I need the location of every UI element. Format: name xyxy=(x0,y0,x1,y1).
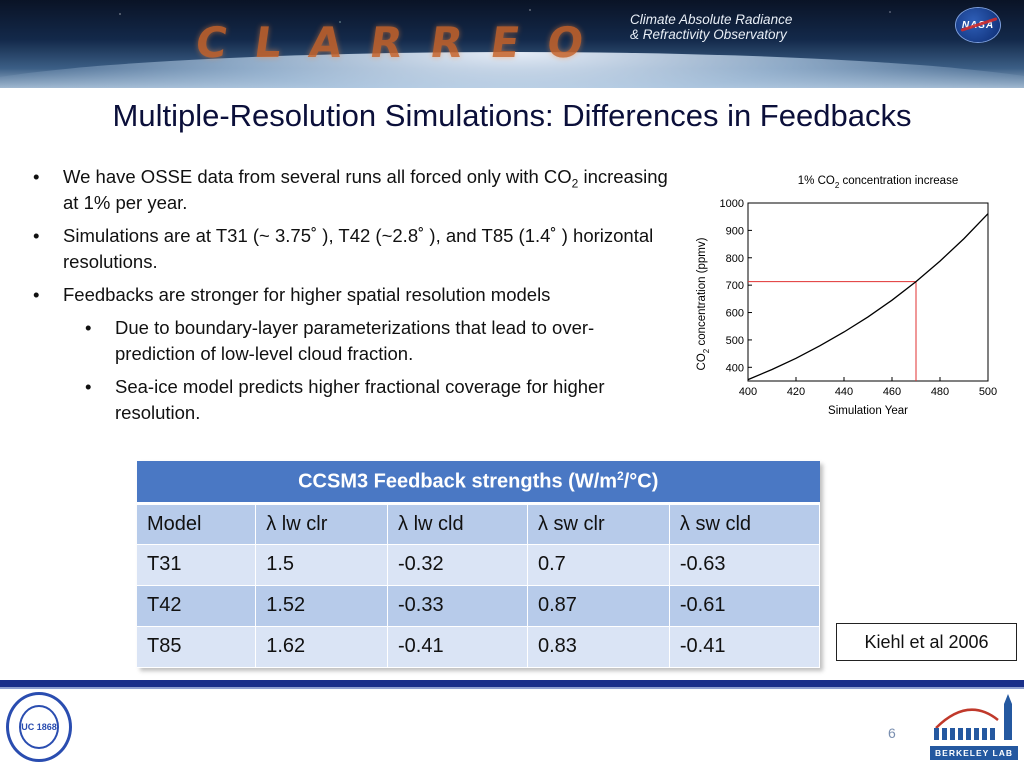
y-tick-label: 500 xyxy=(726,335,744,347)
berkeley-lab-logo-icon: BERKELEY LAB xyxy=(928,690,1022,764)
y-tick-label: 1000 xyxy=(720,198,744,210)
x-axis-label: Simulation Year xyxy=(828,405,908,417)
sub-bullet-item: Sea-ice model predicts higher fractional… xyxy=(85,374,673,426)
y-axis-label: CO2 concentration (ppmv) xyxy=(696,237,711,370)
table-caption: CCSM3 Feedback strengths (W/m2/°C) xyxy=(137,461,820,505)
bullet-text: Simulations are at T31 (~ 3.75˚ ), T42 (… xyxy=(63,225,654,272)
x-tick-label: 500 xyxy=(979,386,997,398)
table-cell: 0.87 xyxy=(527,585,670,627)
co2-chart-svg: 1% CO2 concentration increase CO2 concen… xyxy=(696,175,998,417)
y-tick-label: 800 xyxy=(726,253,744,265)
bullet-item: Feedbacks are stronger for higher spatia… xyxy=(33,282,673,308)
svg-text:CO2 concentration (ppmv): CO2 concentration (ppmv) xyxy=(696,237,711,370)
table-cell: -0.32 xyxy=(387,544,528,586)
uc-seal-icon: UC 1868 xyxy=(6,692,72,762)
slide-title: Multiple-Resolution Simulations: Differe… xyxy=(112,98,912,133)
table-cell: T31 xyxy=(137,544,257,586)
column-header: Model xyxy=(137,503,257,545)
berkeley-lab-label: BERKELEY LAB xyxy=(930,746,1018,760)
co2-series-line xyxy=(747,213,989,381)
header-banner: CLARREO Climate Absolute Radiance & Refr… xyxy=(0,0,1024,88)
y-tick-label: 900 xyxy=(726,225,744,237)
bullet-item: Simulations are at T31 (~ 3.75˚ ), T42 (… xyxy=(33,223,673,275)
table-row: T42 1.52 -0.33 0.87 -0.61 xyxy=(137,585,821,627)
bullet-item: We have OSSE data from several runs all … xyxy=(33,164,673,216)
table-cell: T42 xyxy=(137,585,257,627)
clarreo-logo: CLARREO xyxy=(192,18,615,67)
y-tick-label: 700 xyxy=(726,280,744,292)
table-cell: 1.62 xyxy=(255,626,389,668)
table-cell: 1.52 xyxy=(255,585,389,627)
bullet-text: We have OSSE data from several runs all … xyxy=(63,166,572,187)
table-cell: T85 xyxy=(137,626,257,668)
table-row: T31 1.5 -0.32 0.7 -0.63 xyxy=(137,544,821,586)
citation-box: Kiehl et al 2006 xyxy=(836,623,1017,661)
table-cell: -0.41 xyxy=(387,626,528,668)
bullet-text: increasing at 1% per year. xyxy=(63,166,668,213)
nasa-logo-icon: NASA xyxy=(956,8,1000,42)
y-tick-label: 400 xyxy=(726,362,744,374)
table-cell: -0.41 xyxy=(669,626,821,668)
bullet-text: Sea-ice model predicts higher fractional… xyxy=(115,376,605,423)
reference-lines xyxy=(748,281,917,381)
footer-rule xyxy=(0,680,1024,687)
x-tick-label: 420 xyxy=(787,386,805,398)
co2-chart: 1% CO2 concentration increase CO2 concen… xyxy=(688,166,1008,422)
subscript: 2 xyxy=(571,176,579,191)
table-cell: -0.61 xyxy=(669,585,821,627)
banner-subtitle-line2: & Refractivity Observatory xyxy=(630,27,787,42)
x-tick-label: 440 xyxy=(835,386,853,398)
table-cell: 0.7 xyxy=(527,544,670,586)
column-header: λ sw cld xyxy=(669,503,821,545)
table-cell: 1.5 xyxy=(255,544,389,586)
table-header-row: Model λ lw clr λ lw cld λ sw clr λ sw cl… xyxy=(137,503,821,545)
chart-ticks: 400 420 440 460 480 500 400 500 600 700 800 900 1000 xyxy=(720,198,998,398)
bullet-text: Feedbacks are stronger for higher spatia… xyxy=(63,284,551,305)
column-header: λ lw cld xyxy=(387,503,528,545)
chart-title: 1% CO2 concentration increase xyxy=(798,175,958,190)
bullet-text: Due to boundary-layer parameterizations … xyxy=(115,317,595,364)
table-cell: -0.33 xyxy=(387,585,528,627)
page-number: 6 xyxy=(888,725,896,741)
sub-bullet-item: Due to boundary-layer parameterizations … xyxy=(85,315,673,367)
x-tick-label: 400 xyxy=(739,386,757,398)
table-cell: 0.83 xyxy=(527,626,670,668)
footer-rule-thin xyxy=(0,687,1024,689)
column-header: λ sw clr xyxy=(527,503,670,545)
table-cell: -0.63 xyxy=(669,544,821,586)
banner-subtitle-line1: Climate Absolute Radiance xyxy=(630,12,793,27)
column-header: λ lw clr xyxy=(255,503,389,545)
y-tick-label: 600 xyxy=(726,308,744,320)
plot-frame xyxy=(747,202,989,382)
x-tick-label: 480 xyxy=(931,386,949,398)
bullet-list: We have OSSE data from several runs all … xyxy=(33,164,673,433)
x-tick-label: 460 xyxy=(883,386,901,398)
feedback-table: CCSM3 Feedback strengths (W/m2/°C) Model… xyxy=(137,461,821,668)
banner-subtitle: Climate Absolute Radiance & Refractivity… xyxy=(630,12,792,42)
berkeley-lab-arch-icon xyxy=(934,694,1012,740)
table-row: T85 1.62 -0.41 0.83 -0.41 xyxy=(137,626,821,668)
seal-inner: UC 1868 xyxy=(19,705,59,749)
